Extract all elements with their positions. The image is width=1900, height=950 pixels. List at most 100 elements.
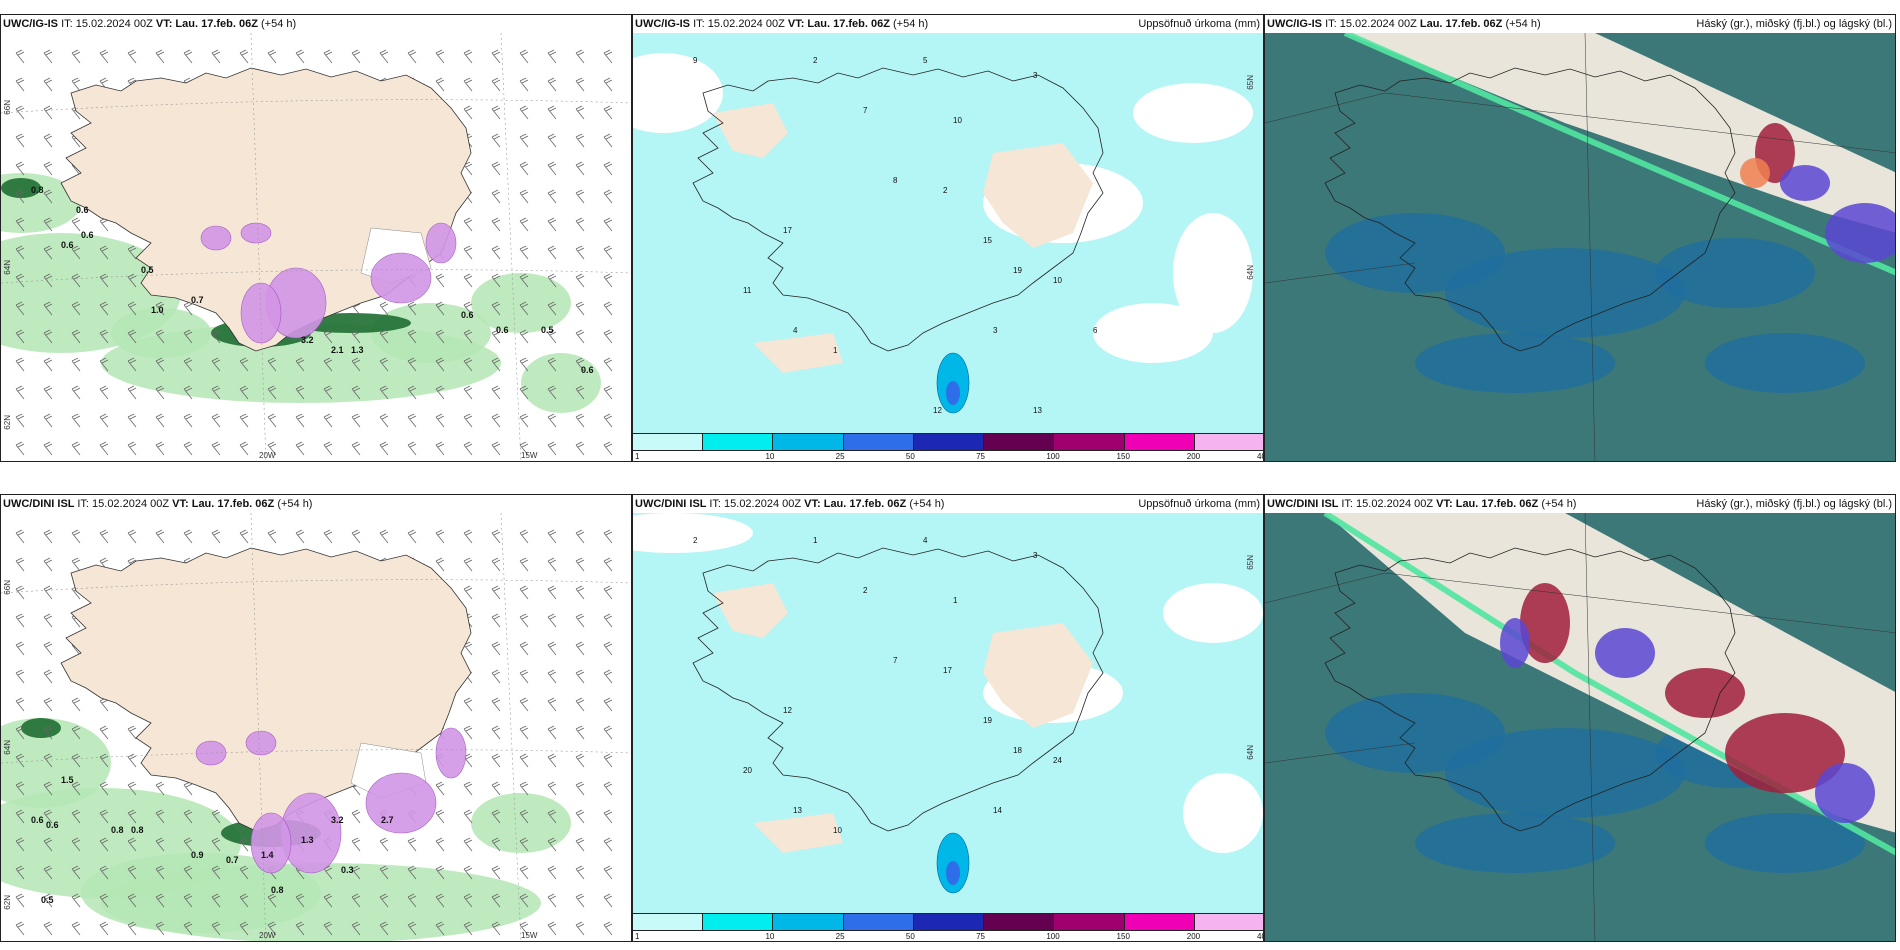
latitude-label: 66N	[3, 100, 12, 115]
wind-barb	[15, 385, 25, 400]
cloud-map	[1265, 33, 1895, 461]
wind-barb	[603, 585, 613, 600]
wind-barb	[575, 809, 585, 824]
wind-barb	[547, 77, 557, 92]
wind-barb	[323, 529, 333, 544]
land-area	[713, 583, 788, 638]
wind-barb	[603, 613, 613, 628]
wind-barb	[127, 921, 137, 936]
wind-barb	[183, 781, 193, 796]
wind-barb	[99, 357, 109, 372]
land-area	[983, 143, 1093, 248]
latitude-label: 64N	[1246, 745, 1255, 760]
wind-barb	[575, 529, 585, 544]
wind-barb	[43, 413, 53, 428]
wind-barb	[155, 301, 165, 316]
wind-barb	[575, 105, 585, 120]
wind-barb	[183, 529, 193, 544]
cloud-front	[1323, 513, 1895, 856]
value-label: 0.8	[31, 185, 44, 195]
wind-barb	[575, 441, 585, 456]
wind-barb	[127, 781, 137, 796]
precip-value-label: 2	[813, 56, 818, 65]
colorbar-tick: 75	[976, 932, 986, 941]
value-label: 0.5	[141, 265, 154, 275]
colorbar-tick: 50	[905, 452, 915, 461]
no-precip-area	[1163, 583, 1263, 643]
wind-barb	[239, 357, 249, 372]
colorbar-segment	[913, 914, 985, 930]
value-label: 0.6	[31, 815, 44, 825]
coastline	[692, 67, 1104, 352]
wind-barb	[547, 921, 557, 936]
precip-value-label: 3	[1033, 551, 1038, 560]
precip-value-label: 19	[983, 716, 992, 725]
wind-barb	[15, 837, 25, 852]
snow-area	[250, 812, 292, 874]
wind-barb	[407, 441, 417, 456]
precip-value-label: 18	[1013, 746, 1022, 755]
wind-barb	[99, 725, 109, 740]
wind-barb	[547, 669, 557, 684]
no-precip-area	[1183, 773, 1263, 853]
wind-barb	[407, 865, 417, 880]
wind-barb	[211, 837, 221, 852]
wind-barb	[351, 413, 361, 428]
wind-barb	[211, 413, 221, 428]
wind-barb	[603, 161, 613, 176]
wind-barb	[519, 77, 529, 92]
wind-barb	[435, 441, 445, 456]
valid-time: Lau. 17.feb. 06Z	[807, 18, 894, 30]
wind-barb	[267, 49, 277, 64]
precip-value-label: 13	[793, 806, 802, 815]
wind-barb	[547, 725, 557, 740]
wind-barb	[295, 413, 305, 428]
wind-barb	[519, 753, 529, 768]
wind-barb	[351, 357, 361, 372]
wind-barb	[407, 921, 417, 936]
colorbar-segment	[984, 914, 1055, 930]
valid-time: Lau. 17.feb. 06Z	[191, 498, 278, 510]
wind-barb	[351, 921, 361, 936]
wind-barb	[603, 697, 613, 712]
wind-barb	[435, 329, 445, 344]
wind-barb	[519, 189, 529, 204]
wind-barb	[71, 301, 81, 316]
precip-value-label: 12	[933, 406, 942, 415]
wind-barb	[183, 357, 193, 372]
wind-barb	[575, 669, 585, 684]
wind-barb	[463, 245, 473, 260]
lead-time: (+54 h)	[1541, 498, 1577, 510]
wind-barb	[463, 217, 473, 232]
wind-barb	[379, 441, 389, 456]
wind-barb	[43, 725, 53, 740]
wind-barb	[463, 781, 473, 796]
wind-barb	[547, 585, 557, 600]
wind-barb	[99, 413, 109, 428]
value-label: 2.1	[331, 345, 344, 355]
precip-value-label: 4	[923, 536, 928, 545]
wind-barb	[547, 273, 557, 288]
wind-barb	[211, 921, 221, 936]
init-time: IT: 15.02.2024 00Z	[709, 498, 805, 510]
wind-barb	[211, 809, 221, 824]
wind-barb	[71, 921, 81, 936]
wind-barb	[127, 441, 137, 456]
valid-time-label: VT:	[155, 18, 176, 30]
value-label: 0.6	[46, 820, 59, 830]
wind-barb	[127, 809, 137, 824]
high-cloud-area	[1740, 158, 1770, 188]
wind-barb	[547, 133, 557, 148]
wind-barb	[603, 133, 613, 148]
wind-barb	[43, 613, 53, 628]
wind-barb	[519, 669, 529, 684]
colorbar-segment	[633, 914, 704, 930]
precip-value-label: 10	[953, 116, 962, 125]
panel-title: UWC/DINI ISL IT: 15.02.2024 00Z VT: Lau.…	[635, 498, 944, 511]
value-label: 0.9	[191, 850, 204, 860]
wind-barb	[575, 641, 585, 656]
wind-barb	[575, 77, 585, 92]
wind-barb	[43, 753, 53, 768]
wind-barb	[43, 273, 53, 288]
